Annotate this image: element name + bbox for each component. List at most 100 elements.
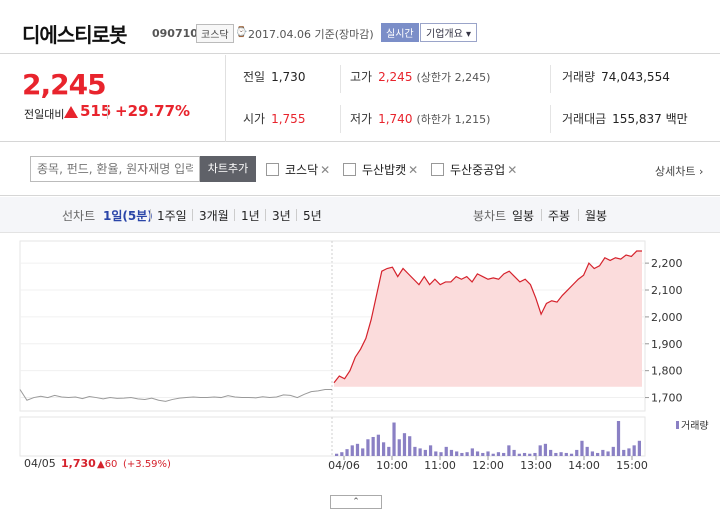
divider <box>340 65 341 93</box>
close-icon[interactable]: ✕ <box>507 163 518 177</box>
stock-code: 090710 <box>152 27 198 40</box>
change-rate: +29.77% <box>115 102 191 120</box>
add-chart-button[interactable]: 차트추가 <box>200 156 256 182</box>
volume-bar <box>444 446 448 456</box>
volume-bar <box>470 448 474 456</box>
prev-day-info: 04/05 1,730 ▲60 (+3.59%) <box>24 457 171 470</box>
y-tick-label: 2,200 <box>651 257 683 270</box>
tab-3month[interactable]: 3개월 <box>199 209 229 223</box>
high-value: 2,245 <box>378 70 413 84</box>
divider <box>234 209 235 221</box>
amount-label: 거래대금 <box>562 112 607 126</box>
compare-item-doosan-bobcat[interactable]: 두산밥캣 ✕ <box>343 161 418 178</box>
volume-bar <box>392 422 396 456</box>
y-tick-label: 2,100 <box>651 284 683 297</box>
compare-label: 두산중공업 <box>450 163 506 177</box>
lower-limit: (하한가 1,215) <box>416 113 491 126</box>
tab-3year[interactable]: 3년 <box>272 209 291 223</box>
volume: 거래량 74,043,554 <box>562 68 670 85</box>
close-icon[interactable]: ✕ <box>320 163 331 177</box>
prev-close: 전일 1,730 <box>243 68 305 85</box>
tab-monthly[interactable]: 월봉 <box>585 209 608 223</box>
volume-panel: 거래량 <box>19 416 709 457</box>
candle-chart-label: 봉차트 <box>473 209 507 223</box>
change-label: 전일대비 <box>24 108 65 121</box>
volume-bar <box>606 451 610 456</box>
checkbox[interactable] <box>343 163 356 176</box>
open-value: 1,755 <box>271 112 306 126</box>
volume-bar <box>439 452 443 456</box>
x-tick-label: 12:00 <box>472 459 504 472</box>
divider <box>296 209 297 221</box>
open-price: 시가 1,755 <box>243 110 305 127</box>
volume-bar <box>637 440 641 456</box>
company-info-dropdown[interactable]: 기업개요 ▾ <box>420 23 477 42</box>
upper-limit: (상한가 2,245) <box>416 71 491 84</box>
volume-bar <box>632 445 636 456</box>
volume-legend-label: 거래량 <box>681 420 709 432</box>
checkbox[interactable] <box>431 163 444 176</box>
volume-bar <box>387 446 391 456</box>
volume-bar <box>355 443 360 456</box>
compare-bar: 차트추가 코스닥✕ 두산밥캣✕ 두산중공업✕ 상세차트 › <box>0 142 720 196</box>
volume-bar <box>350 445 354 456</box>
close-icon[interactable]: ✕ <box>408 163 419 177</box>
collapse-button[interactable]: ⌃ <box>330 495 382 509</box>
tab-1year[interactable]: 1년 <box>241 209 260 223</box>
volume-bar <box>564 452 568 456</box>
realtime-button[interactable]: 실시간 <box>381 23 419 42</box>
volume-bar <box>345 449 349 456</box>
volume-bar <box>559 452 563 456</box>
prev-day-line <box>19 388 332 402</box>
stock-name: 디에스티로봇 <box>22 23 127 47</box>
tab-1week[interactable]: 1주일 <box>157 209 187 223</box>
current-price: 2,245 <box>22 68 107 101</box>
chart-canvas[interactable]: 2,200 2,100 2,000 1,900 1,800 1,700 거래량 04/06… <box>0 233 720 495</box>
compare-item-doosan-heavy[interactable]: 두산중공업 ✕ <box>431 161 517 178</box>
volume-bar <box>611 446 615 456</box>
volume-bar <box>481 452 485 456</box>
prev-close-value: 1,730 <box>271 70 306 84</box>
detail-chart-link[interactable]: 상세차트 › <box>655 165 704 178</box>
divider <box>150 209 151 221</box>
volume-bar <box>496 452 501 456</box>
volume-bar <box>502 452 506 456</box>
tab-weekly[interactable]: 주봉 <box>548 209 571 223</box>
divider <box>192 209 193 221</box>
open-label: 시가 <box>243 112 266 126</box>
volume-bar <box>418 448 422 456</box>
prev-close-label: 전일 <box>243 70 266 84</box>
volume-bar <box>533 452 537 456</box>
y-tick-label: 2,000 <box>651 311 683 324</box>
tab-5year[interactable]: 5년 <box>303 209 322 223</box>
checkbox[interactable] <box>266 163 279 176</box>
x-axis: 04/06 10:00 11:00 12:00 13:00 14:00 15:00 <box>328 456 648 472</box>
low-value: 1,740 <box>378 112 413 126</box>
base-date: 2017.04.06 기준(장마감) <box>248 28 374 41</box>
tab-1day[interactable]: 1일(5분) <box>103 209 153 223</box>
volume-bar <box>538 445 542 456</box>
search-input[interactable] <box>30 156 200 182</box>
prev-close: 1,730 <box>61 457 96 470</box>
y-tick-label: 1,700 <box>651 392 683 405</box>
volume-bar <box>575 449 579 456</box>
market-badge: 코스닥 <box>196 24 234 43</box>
low-price: 저가 1,740 (하한가 1,215) <box>350 110 490 127</box>
volume-bar <box>627 448 631 456</box>
divider <box>265 209 266 221</box>
volume-bar <box>622 449 626 456</box>
tab-daily[interactable]: 일봉 <box>512 209 535 223</box>
trade-amount: 거래대금 155,837 백만 <box>562 110 688 127</box>
compare-item-kosdaq[interactable]: 코스닥 ✕ <box>266 161 330 178</box>
divider <box>541 209 542 221</box>
prev-change: ▲60 <box>97 459 117 470</box>
volume-bar <box>554 452 558 456</box>
line-chart-label: 선차트 <box>62 209 96 223</box>
volume-bar <box>517 453 521 456</box>
volume-bar <box>528 453 532 456</box>
compare-label: 코스닥 <box>285 163 319 177</box>
stock-header: 디에스티로봇 090710 코스닥 ⌚ 2017.04.06 기준(장마감) 실… <box>0 0 720 54</box>
volume-bar <box>475 451 480 456</box>
y-tick-label: 1,900 <box>651 338 683 351</box>
volume-bar <box>361 448 365 456</box>
